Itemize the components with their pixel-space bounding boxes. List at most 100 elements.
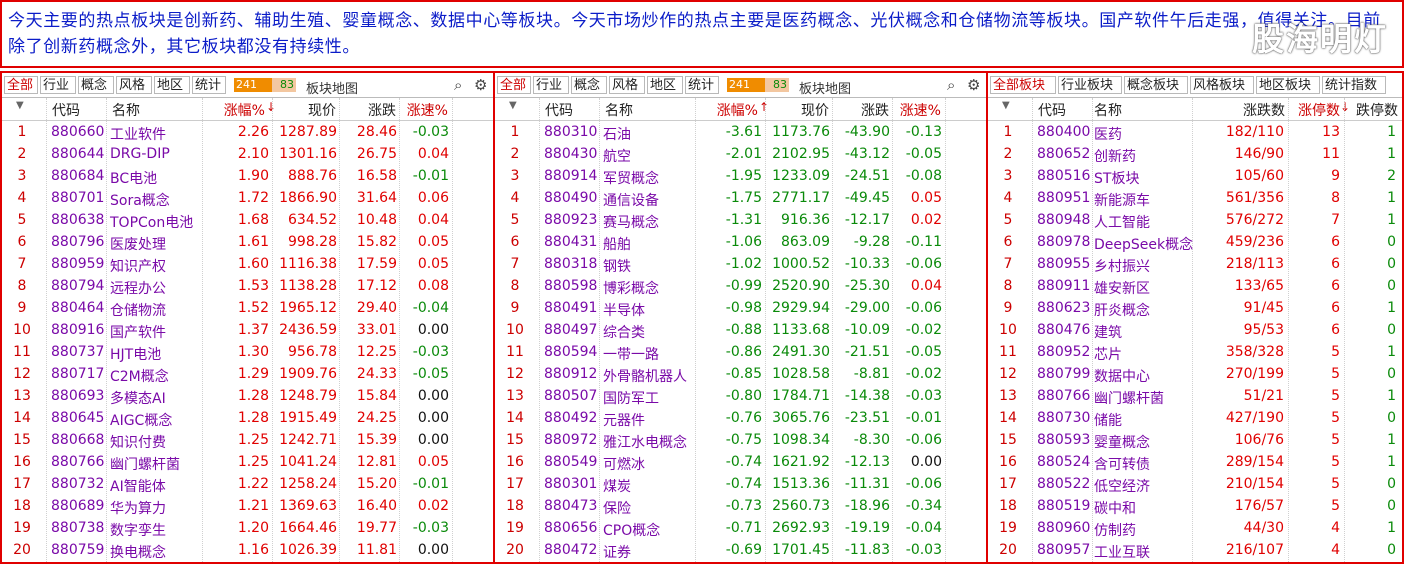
table-row[interactable]: 5 880948 人工智能 576/272 7 1 [988, 209, 1402, 231]
sector-name[interactable]: 通信设备 [603, 193, 659, 209]
sector-name[interactable]: 赛马概念 [603, 215, 659, 231]
sector-name[interactable]: AIGC概念 [110, 413, 173, 429]
sector-name[interactable]: 元器件 [603, 413, 645, 429]
sector-code[interactable]: 880492 [544, 410, 598, 426]
sector-code[interactable]: 880914 [544, 168, 598, 184]
table-row[interactable]: 10 880476 建筑 95/53 6 0 [988, 319, 1402, 341]
sector-code[interactable]: 880318 [544, 256, 598, 272]
table-row[interactable]: 1 880400 医药 182/110 13 1 [988, 121, 1402, 143]
sector-code[interactable]: 880652 [1037, 146, 1091, 162]
sector-code[interactable]: 880598 [544, 278, 598, 294]
col-4[interactable]: 涨跌 [368, 103, 396, 119]
sector-name[interactable]: TOPCon电池 [110, 215, 194, 231]
sector-code[interactable]: 880766 [51, 454, 105, 470]
sector-code[interactable]: 880717 [51, 366, 105, 382]
tab-5[interactable]: 统计 [192, 76, 226, 94]
table-row[interactable]: 17 880732 AI智能体 1.22 1258.24 15.20 -0.01 [2, 473, 493, 495]
sector-name[interactable]: 碳中和 [1094, 501, 1136, 517]
sector-name[interactable]: DeepSeek概念 [1094, 237, 1194, 253]
table-row[interactable]: 10 880916 国产软件 1.37 2436.59 33.01 0.00 [2, 319, 493, 341]
table-row[interactable]: 12 880799 数据中心 270/199 5 0 [988, 363, 1402, 385]
sector-code[interactable]: 880549 [544, 454, 598, 470]
sector-name[interactable]: 华为算力 [110, 501, 166, 517]
table-row[interactable]: 14 880492 元器件 -0.76 3065.76 -23.51 -0.01 [495, 407, 986, 429]
table-row[interactable]: 2 880644 DRG-DIP 2.10 1301.16 26.75 0.04 [2, 143, 493, 165]
sector-name[interactable]: 保险 [603, 501, 631, 517]
gear-icon[interactable]: ⚙ [967, 76, 981, 94]
sector-name[interactable]: 雄安新区 [1094, 281, 1150, 297]
sector-name[interactable]: 肝炎概念 [1094, 303, 1150, 319]
table-row[interactable]: 8 880794 远程办公 1.53 1138.28 17.12 0.08 [2, 275, 493, 297]
tab-3[interactable]: 风格板块 [1190, 76, 1254, 94]
sector-name[interactable]: 知识产权 [110, 259, 166, 275]
table-row[interactable]: 10 880497 综合类 -0.88 1133.68 -10.09 -0.02 [495, 319, 986, 341]
table-row[interactable]: 9 880491 半导体 -0.98 2929.94 -29.00 -0.06 [495, 297, 986, 319]
table-row[interactable]: 3 880914 军贸概念 -1.95 1233.09 -24.51 -0.08 [495, 165, 986, 187]
table-row[interactable]: 5 880638 TOPCon电池 1.68 634.52 10.48 0.04 [2, 209, 493, 231]
table-row[interactable]: 20 880472 证券 -0.69 1701.45 -11.83 -0.03 [495, 539, 986, 561]
sector-code[interactable]: 880948 [1037, 212, 1091, 228]
sector-code[interactable]: 880952 [1037, 344, 1091, 360]
sector-name[interactable]: 煤炭 [603, 479, 631, 495]
table-row[interactable]: 18 880473 保险 -0.73 2560.73 -18.96 -0.34 [495, 495, 986, 517]
sector-code[interactable]: 880701 [51, 190, 105, 206]
table-row[interactable]: 7 880318 钢铁 -1.02 1000.52 -10.33 -0.06 [495, 253, 986, 275]
sector-name[interactable]: 远程办公 [110, 281, 166, 297]
table-row[interactable]: 9 880464 仓储物流 1.52 1965.12 29.40 -0.04 [2, 297, 493, 319]
table-row[interactable]: 7 880955 乡村振兴 218/113 6 0 [988, 253, 1402, 275]
sector-name[interactable]: 国产软件 [110, 325, 166, 341]
table-row[interactable]: 4 880951 新能源车 561/356 8 1 [988, 187, 1402, 209]
table-row[interactable]: 13 880693 多模态AI 1.28 1248.79 15.84 0.00 [2, 385, 493, 407]
sector-name[interactable]: 幽门螺杆菌 [1094, 391, 1164, 407]
sector-code[interactable]: 880400 [1037, 124, 1091, 140]
sector-code[interactable]: 880759 [51, 542, 105, 558]
sector-name[interactable]: 仿制药 [1094, 523, 1136, 539]
sector-name[interactable]: HJT电池 [110, 347, 162, 363]
sector-code[interactable]: 880911 [1037, 278, 1091, 294]
sector-name[interactable]: 低空经济 [1094, 479, 1150, 495]
table-row[interactable]: 6 880431 船舶 -1.06 863.09 -9.28 -0.11 [495, 231, 986, 253]
col-4[interactable]: 跌停数 [1356, 103, 1398, 119]
sector-code[interactable]: 880916 [51, 322, 105, 338]
col-code[interactable]: 代码 [545, 103, 573, 119]
sector-code[interactable]: 880522 [1037, 476, 1091, 492]
col-4[interactable]: 涨跌 [861, 103, 889, 119]
sector-code[interactable]: 880978 [1037, 234, 1091, 250]
sector-code[interactable]: 880430 [544, 146, 598, 162]
sector-name[interactable]: 创新药 [1094, 149, 1136, 165]
table-row[interactable]: 1 880310 石油 -3.61 1173.76 -43.90 -0.13 [495, 121, 986, 143]
sector-name[interactable]: 雅江水电概念 [603, 435, 687, 451]
sector-name[interactable]: 半导体 [603, 303, 645, 319]
sector-name[interactable]: DRG-DIP [110, 146, 170, 162]
gear-icon[interactable]: ⚙ [474, 76, 488, 94]
table-row[interactable]: 4 880701 Sora概念 1.72 1866.90 31.64 0.06 [2, 187, 493, 209]
sector-code[interactable]: 880738 [51, 520, 105, 536]
sector-code[interactable]: 880766 [1037, 388, 1091, 404]
sector-code[interactable]: 880684 [51, 168, 105, 184]
tab-4[interactable]: 地区 [154, 76, 190, 94]
sector-code[interactable]: 880737 [51, 344, 105, 360]
sector-code[interactable]: 880656 [544, 520, 598, 536]
sector-code[interactable]: 880431 [544, 234, 598, 250]
sector-code[interactable]: 880951 [1037, 190, 1091, 206]
dropdown-arrow-icon[interactable]: ▼ [509, 100, 517, 111]
table-row[interactable]: 11 880952 芯片 358/328 5 1 [988, 341, 1402, 363]
sector-name[interactable]: AI智能体 [110, 479, 166, 495]
table-row[interactable]: 16 880524 含可转债 289/154 5 1 [988, 451, 1402, 473]
sector-code[interactable]: 880593 [1037, 432, 1091, 448]
table-row[interactable]: 4 880490 通信设备 -1.75 2771.17 -49.45 0.05 [495, 187, 986, 209]
sector-name[interactable]: 工业软件 [110, 127, 166, 143]
tab-2[interactable]: 概念板块 [1124, 76, 1188, 94]
sector-code[interactable]: 880301 [544, 476, 598, 492]
table-row[interactable]: 19 880960 仿制药 44/30 4 1 [988, 517, 1402, 539]
col-5[interactable]: 涨速% [406, 103, 448, 119]
sector-name[interactable]: 婴童概念 [1094, 435, 1150, 451]
sector-code[interactable]: 880960 [1037, 520, 1091, 536]
tab-5[interactable]: 统计指数 [1322, 76, 1386, 94]
tab-0[interactable]: 全部 [4, 76, 38, 94]
table-row[interactable]: 5 880923 赛马概念 -1.31 916.36 -12.17 0.02 [495, 209, 986, 231]
sector-code[interactable]: 880497 [544, 322, 598, 338]
sector-name[interactable]: 军贸概念 [603, 171, 659, 187]
table-row[interactable]: 11 880737 HJT电池 1.30 956.78 12.25 -0.03 [2, 341, 493, 363]
table-row[interactable]: 16 880549 可燃冰 -0.74 1621.92 -12.13 0.00 [495, 451, 986, 473]
